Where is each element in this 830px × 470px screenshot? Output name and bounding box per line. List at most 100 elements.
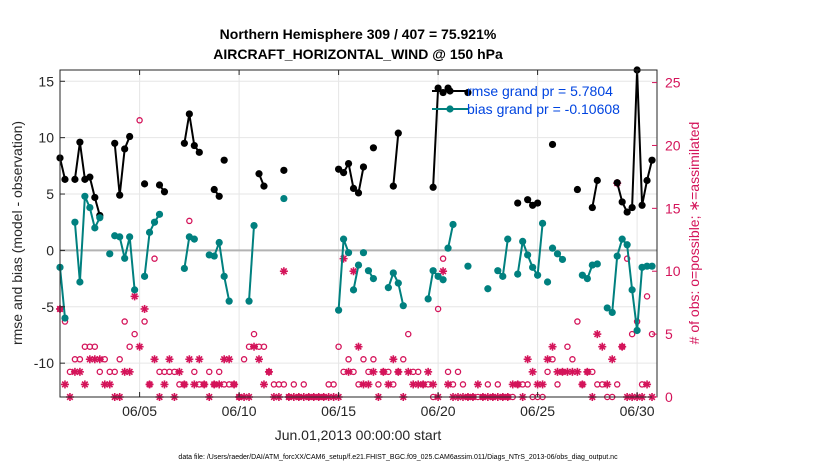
obs-assimilated-point (389, 355, 398, 364)
bias-point (116, 233, 124, 241)
bias-line-segment (352, 264, 360, 291)
x-tick-label: 06/20 (421, 403, 456, 419)
obs-possible-point (574, 318, 581, 325)
obs-assimilated-point (404, 367, 413, 376)
rmse-point (140, 180, 149, 188)
obs-possible-point (400, 356, 407, 363)
obs-possible-point (439, 255, 447, 262)
legend-bias-marker (446, 105, 454, 113)
obs-assimilated-point (548, 342, 557, 351)
plot-frame (59, 69, 658, 398)
rmse-point (359, 163, 368, 171)
bias-point (643, 262, 651, 270)
rmse-point (623, 208, 631, 216)
obs-assimilated-point (533, 380, 542, 389)
y-right-tick-label: 20 (665, 137, 681, 153)
bias-point (529, 263, 537, 271)
obs-assimilated-point (344, 367, 353, 376)
rmse-line-segment (183, 113, 201, 153)
rmse-point (434, 84, 442, 92)
obs-possible-point (434, 305, 442, 313)
obs-possible-point (96, 368, 104, 376)
obs-assimilated-point (105, 380, 114, 389)
rmse-point (76, 138, 84, 146)
y-right-tick-label: 25 (665, 75, 681, 91)
bias-line-segment (59, 267, 66, 319)
obs-assimilated-point (543, 355, 552, 364)
bias-point (76, 278, 84, 286)
y-axis-right-ticks: 25 20 15 10 5 0 (652, 75, 681, 405)
bias-line-segment (387, 270, 405, 306)
obs-assimilated-point (424, 367, 433, 376)
obs-assimilated-point (384, 380, 393, 389)
obs-assimilated-point (369, 367, 378, 376)
rmse-point (111, 139, 119, 147)
obs-possible-point (121, 318, 128, 325)
bias-point (131, 286, 139, 294)
bias-point (61, 314, 69, 322)
bias-point (648, 262, 656, 270)
obs-assimilated-point (145, 380, 154, 389)
rmse-point (628, 203, 636, 212)
bias-point (494, 267, 502, 275)
bias-point (190, 235, 198, 243)
rmse-point (429, 183, 437, 191)
bias-point (623, 241, 631, 249)
bias-point (464, 262, 472, 270)
chart-subtitle: AIRCRAFT_HORIZONTAL_WIND @ 150 hPa (213, 46, 503, 62)
bias-point (389, 269, 397, 277)
bias-point (245, 297, 253, 305)
bias-line-segment (143, 213, 161, 277)
y-tick-label: 0 (46, 242, 54, 258)
bias-point (449, 220, 457, 229)
obs-assimilated-point (349, 267, 358, 276)
rmse-point (195, 148, 203, 156)
obs-assimilated-point (364, 380, 373, 389)
bias-point (484, 285, 492, 293)
obs-assimilated-point (225, 355, 234, 364)
data-file-footnote: data file: /Users/raeder/DAI/ATM_forcXX/… (178, 454, 618, 461)
bias-point (359, 249, 368, 257)
x-tick-label: 06/15 (321, 403, 356, 419)
rmse-point (220, 156, 228, 164)
x-tick-label: 06/25 (520, 403, 555, 419)
bias-point (399, 302, 407, 310)
x-tick-label: 06/30 (620, 403, 655, 419)
obs-possible-point (141, 318, 148, 325)
obs-possible-point (76, 356, 84, 363)
bias-point (250, 222, 258, 230)
obs-possible-point (414, 368, 422, 376)
bias-point (504, 235, 512, 243)
obs-assimilated-point (593, 330, 602, 339)
bias-point (225, 297, 233, 305)
obs-possible-point (215, 368, 223, 376)
obs-assimilated-point (583, 367, 592, 376)
rmse-point (349, 184, 358, 192)
rmse-line-segment (59, 157, 66, 180)
x-tick-label: 06/10 (222, 403, 257, 419)
y-right-tick-label: 15 (665, 200, 681, 216)
rmse-point (618, 198, 626, 206)
rmse-point (215, 192, 223, 200)
y-tick-label: 10 (38, 130, 54, 146)
rmse-point (280, 166, 288, 174)
bias-point (335, 306, 343, 314)
bias-point (618, 235, 626, 243)
rmse-line-segment (113, 136, 131, 196)
bias-point (150, 218, 159, 226)
obs-assimilated-point (100, 380, 109, 389)
obs-assimilated-point (379, 367, 388, 376)
rmse-point (121, 145, 129, 153)
obs-assimilated-point (523, 355, 532, 364)
obs-assimilated-point (215, 380, 224, 389)
obs-assimilated-point (359, 380, 368, 389)
obs-possible-point (345, 356, 352, 363)
obs-assimilated-point (125, 367, 134, 376)
bias-point (81, 192, 89, 200)
bias-point (210, 252, 218, 260)
bias-point (439, 276, 447, 284)
bias-point (424, 295, 432, 303)
bias-point (96, 214, 104, 222)
bias-line-segment (516, 223, 544, 279)
